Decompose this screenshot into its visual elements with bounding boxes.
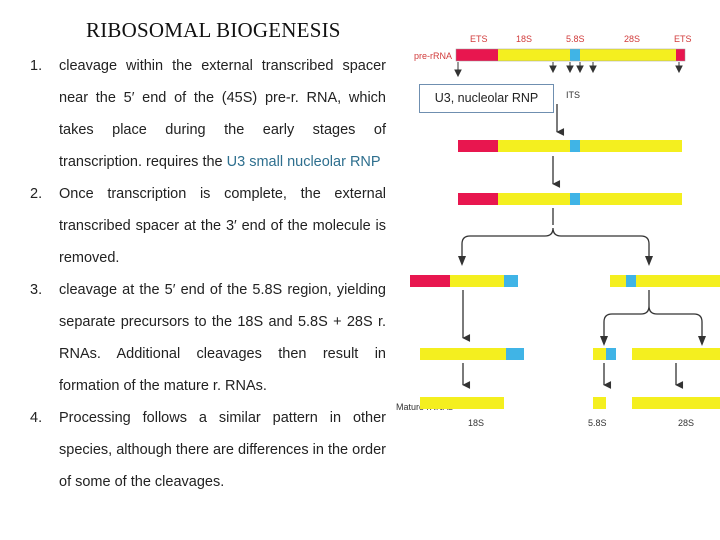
u3-highlight: U3 small nucleolar RNP	[226, 154, 381, 170]
page-title: RIBOSOMAL BIOGENESIS	[86, 18, 341, 42]
list-item-step-4: 4. Processing follows a similar pattern …	[30, 402, 386, 498]
mature-18s-bar	[420, 397, 504, 409]
58s-intermediate-bar	[593, 348, 616, 360]
s28-top-label: 28S	[624, 34, 640, 44]
58s-28s-precursor-bar	[610, 275, 720, 287]
step-text: cleavage at the 5′ end of the 5.8S regio…	[59, 282, 386, 394]
list-number: 4.	[30, 410, 43, 426]
processing-steps-list: 1. cleavage within the external transcri…	[30, 50, 386, 498]
its-label: ITS	[566, 90, 580, 100]
precursor-bar-2	[458, 140, 682, 152]
ets-right-label: ETS	[674, 34, 692, 44]
s58-bottom-label: 5.8S	[588, 418, 607, 428]
list-item-step-1: 1. cleavage within the external transcri…	[30, 50, 386, 178]
split-bracket-right	[603, 290, 703, 342]
precursor-bar-3	[458, 193, 682, 205]
s28-bottom-label: 28S	[678, 418, 694, 428]
step-text: Processing follows a similar pattern in …	[59, 410, 386, 490]
u3-callout-box: U3, nucleolar RNP	[419, 84, 554, 113]
split-bracket	[461, 208, 650, 262]
mature-58s-bar	[593, 397, 606, 409]
rrna-processing-diagram: pre-rRNA ETS 18S 5.8S 28S ETS ITS	[396, 34, 720, 428]
list-item-step-3: 3. cleavage at the 5′ end of the 5.8S re…	[30, 274, 386, 402]
s18-top-label: 18S	[516, 34, 532, 44]
list-item-step-2: 2. Once transcription is complete, the e…	[30, 178, 386, 274]
s58-top-label: 5.8S	[566, 34, 585, 44]
list-number: 2.	[30, 186, 43, 202]
step-text: Once transcription is complete, the exte…	[59, 186, 386, 266]
18s-precursor-bar	[410, 275, 518, 287]
ets-left-label: ETS	[470, 34, 488, 44]
step-text: cleavage within the external transcribed…	[59, 58, 386, 170]
18s-intermediate-bar	[420, 348, 524, 360]
list-number: 3.	[30, 282, 43, 298]
arrows-to-mature	[462, 363, 684, 389]
s18-bottom-label: 18S	[468, 418, 484, 428]
cleavage-site-markers	[454, 62, 683, 78]
pre-rrna-label: pre-rRNA	[414, 51, 452, 61]
list-number: 1.	[30, 58, 43, 74]
pre-rrna-bar	[455, 48, 686, 62]
mature-28s-bar	[632, 397, 720, 409]
28s-intermediate-bar	[632, 348, 720, 360]
